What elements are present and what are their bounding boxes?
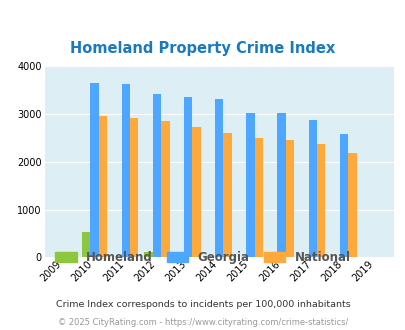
Bar (347, 153, 356, 257)
Bar (308, 120, 316, 257)
Bar (245, 114, 254, 257)
Bar (316, 144, 324, 257)
Text: Crime Index corresponds to incidents per 100,000 inhabitants: Crime Index corresponds to incidents per… (55, 300, 350, 309)
Bar (130, 118, 138, 257)
Bar (192, 127, 200, 257)
Bar (215, 99, 223, 257)
Bar (339, 134, 347, 257)
Bar (121, 84, 130, 257)
Text: © 2025 CityRating.com - https://www.cityrating.com/crime-statistics/: © 2025 CityRating.com - https://www.city… (58, 318, 347, 327)
Legend: Homeland, Georgia, National: Homeland, Georgia, National (53, 248, 352, 266)
Bar (98, 116, 107, 257)
Bar (223, 133, 231, 257)
Bar (82, 232, 90, 257)
Bar (183, 97, 192, 257)
Bar (254, 138, 262, 257)
Bar (152, 94, 161, 257)
Bar (161, 120, 169, 257)
Text: Homeland Property Crime Index: Homeland Property Crime Index (70, 41, 335, 56)
Bar (285, 140, 294, 257)
Bar (90, 83, 98, 257)
Bar (144, 252, 152, 257)
Bar (277, 114, 285, 257)
